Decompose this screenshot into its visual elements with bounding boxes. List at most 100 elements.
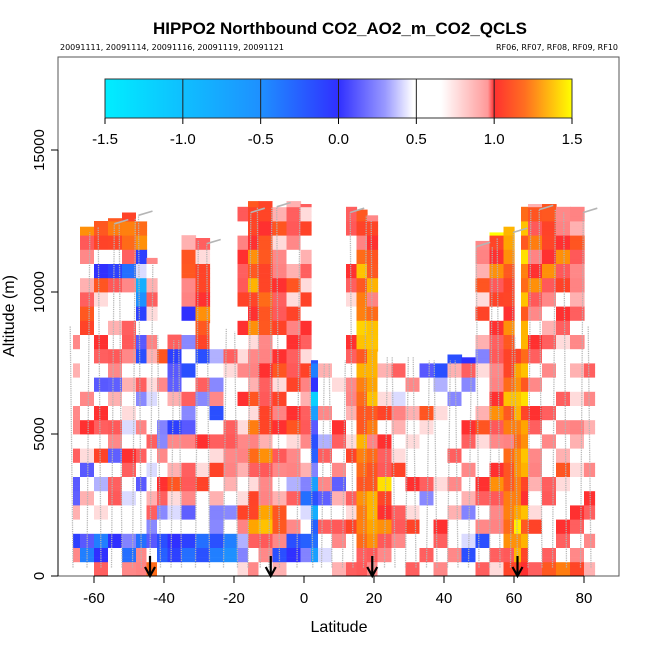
heatmap-cell: [570, 386, 585, 392]
heatmap-cell: [332, 400, 347, 406]
heatmap-cell: [489, 310, 505, 316]
heatmap-cell: [356, 344, 368, 350]
heatmap-cell: [108, 292, 123, 298]
heatmap-cell: [367, 481, 379, 487]
heatmap-cell: [248, 476, 260, 482]
heatmap-cell: [503, 292, 515, 298]
heatmap-cell: [556, 571, 571, 577]
heatmap-cell: [167, 396, 183, 402]
heatmap-cell: [80, 329, 95, 335]
heatmap-cell: [136, 452, 148, 458]
heatmap-cell: [528, 505, 543, 511]
heatmap-cell: [391, 467, 407, 473]
heatmap-cell: [521, 467, 529, 473]
heatmap-cell: [146, 467, 158, 473]
heatmap-cell: [542, 396, 557, 402]
heatmap-cell: [146, 557, 158, 563]
heatmap-cell: [248, 282, 260, 288]
heatmap-cell: [447, 415, 463, 421]
heatmap-cell: [136, 363, 148, 369]
heatmap-cell: [318, 457, 333, 463]
heatmap-cell: [300, 490, 312, 496]
heatmap-cell: [122, 571, 137, 577]
heatmap-cell: [356, 429, 368, 435]
heatmap-cell: [461, 363, 477, 369]
heatmap-cell: [556, 377, 571, 383]
heatmap-cell: [272, 429, 288, 435]
heatmap-cell: [195, 254, 211, 260]
heatmap-cell: [136, 438, 148, 444]
heatmap-cell: [122, 282, 137, 288]
heatmap-cell: [311, 514, 319, 520]
heatmap-cell: [146, 514, 158, 520]
heatmap-cell: [300, 476, 312, 482]
heatmap-cell: [556, 419, 571, 425]
heatmap-cell: [475, 325, 491, 331]
heatmap-cell: [94, 481, 109, 487]
heatmap-cell: [318, 519, 333, 525]
heatmap-cell: [272, 230, 288, 236]
heatmap-cell: [318, 542, 333, 548]
heatmap-cell: [521, 230, 529, 236]
heatmap-cell: [377, 405, 393, 411]
heatmap-cell: [489, 400, 505, 406]
heatmap-cell: [489, 505, 505, 511]
heatmap-cell: [556, 457, 571, 463]
heatmap-cell: [475, 363, 491, 369]
heatmap-cell: [570, 490, 585, 496]
heatmap-cell: [272, 571, 288, 577]
heatmap-cell: [272, 206, 288, 212]
heatmap-cell: [286, 230, 302, 236]
heatmap-cell: [475, 410, 491, 416]
heatmap-cell: [528, 353, 543, 359]
heatmap-cell: [503, 429, 515, 435]
heatmap-cell: [237, 348, 249, 354]
heatmap-cell: [419, 547, 435, 553]
heatmap-cell: [489, 486, 505, 492]
x-tick-label: -60: [83, 590, 105, 607]
heatmap-cell: [237, 339, 249, 345]
heatmap-cell: [300, 310, 312, 316]
heatmap-cell: [209, 438, 225, 444]
heatmap-cell: [346, 211, 358, 217]
heatmap-cell: [489, 571, 505, 577]
heatmap-cell: [419, 443, 435, 449]
heatmap-cell: [122, 215, 137, 219]
heatmap-cell: [272, 301, 288, 307]
heatmap-cell: [94, 277, 109, 283]
heatmap-cell: [300, 268, 312, 274]
heatmap-cell: [209, 327, 225, 332]
heatmap-cell: [258, 561, 274, 567]
heatmap-cell: [447, 571, 463, 577]
heatmap-cell: [122, 249, 137, 255]
heatmap-cell: [286, 505, 302, 511]
heatmap-cell: [570, 320, 585, 326]
heatmap-cell: [73, 377, 81, 383]
heatmap-cell: [300, 216, 312, 222]
flight-track: [69, 326, 74, 568]
heatmap-cell: [514, 386, 522, 392]
heatmap-cell: [391, 377, 407, 383]
heatmap-cell: [122, 405, 137, 411]
heatmap-cell: [377, 467, 393, 473]
heatmap-cell: [223, 438, 239, 444]
heatmap-cell: [391, 476, 407, 482]
heatmap-cell: [521, 457, 529, 463]
heatmap-cell: [433, 424, 449, 430]
heatmap-cell: [286, 315, 302, 321]
heatmap-cell: [248, 410, 260, 416]
heatmap-cell: [237, 434, 249, 440]
heatmap-cell: [237, 552, 249, 558]
heatmap-cell: [367, 514, 379, 520]
heatmap-cell: [223, 424, 239, 430]
heatmap-cell: [209, 505, 225, 511]
heatmap-cell: [286, 344, 302, 350]
heatmap-cell: [272, 566, 288, 572]
heatmap-cell: [195, 419, 211, 425]
heatmap-cell: [248, 203, 260, 206]
heatmap-cell: [181, 310, 197, 316]
heatmap-cell: [447, 354, 463, 358]
heatmap-cell: [570, 391, 585, 397]
heatmap-cell: [447, 377, 463, 383]
heatmap-cell: [356, 561, 368, 567]
